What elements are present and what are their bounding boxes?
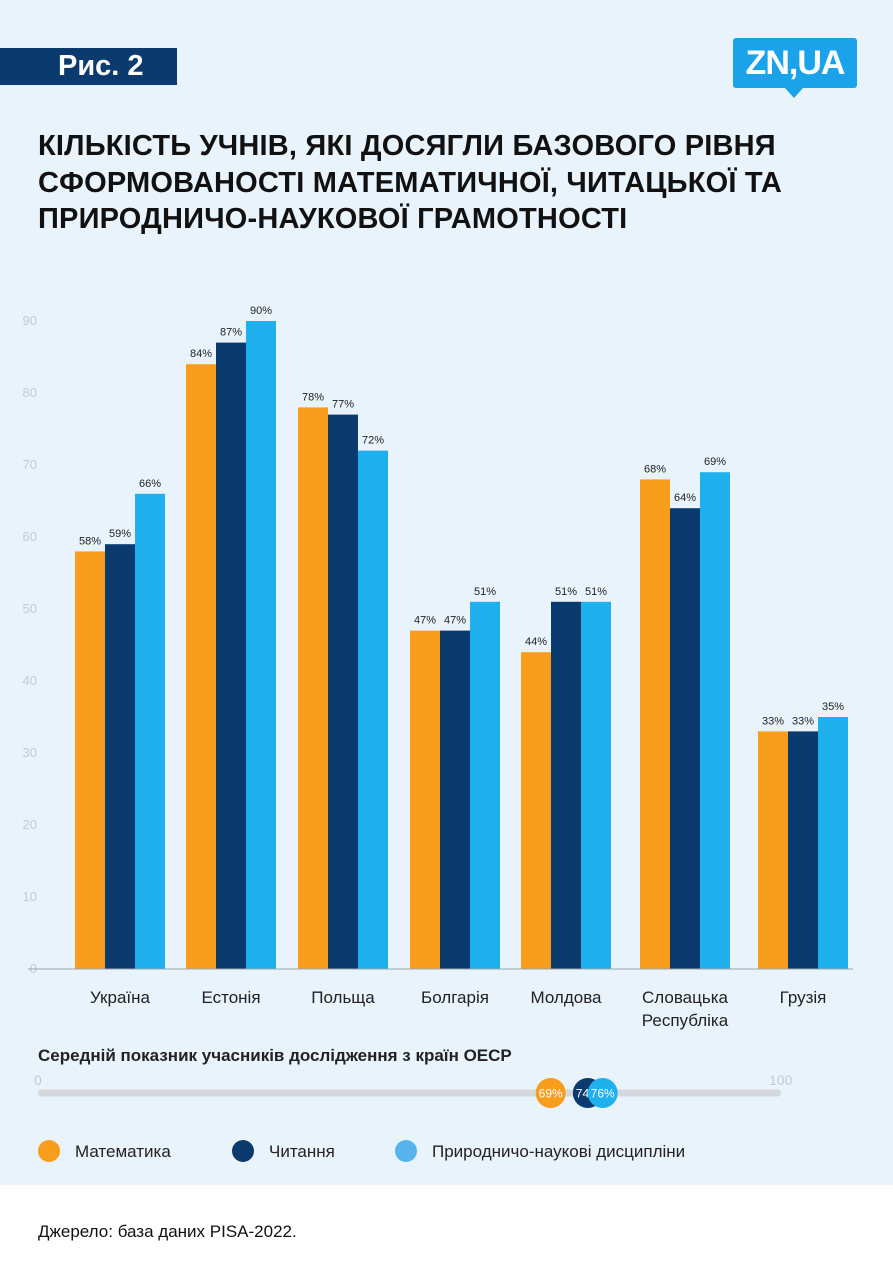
bar (581, 601, 611, 969)
bar-value-label: 66% (139, 478, 161, 490)
bar (670, 508, 700, 969)
bar (186, 364, 216, 969)
figure-badge (0, 48, 177, 85)
bar (818, 717, 848, 969)
scale-min-label: 0 (34, 1072, 42, 1088)
bar (298, 407, 328, 969)
bar-value-label: 47% (444, 615, 466, 627)
bar-chart: 010203040506070809058%84%78%47%44%68%33%… (23, 305, 853, 1030)
bar-value-label: 77% (332, 399, 354, 411)
bar (328, 414, 358, 970)
bar-value-label: 72% (362, 435, 384, 447)
x-category-label: Республіка (642, 1011, 729, 1030)
legend-swatch-reading (232, 1140, 254, 1162)
bar-value-label: 35% (822, 701, 844, 713)
legend-label-science: Природничо-наукові дисципліни (432, 1142, 686, 1161)
y-tick-label: 80 (23, 385, 37, 400)
bar (758, 731, 788, 969)
bar-value-label: 44% (525, 636, 547, 648)
y-tick-label: 10 (23, 889, 37, 904)
bar-value-label: 33% (762, 715, 784, 727)
oecd-marker-label: 69% (539, 1087, 563, 1101)
y-tick-label: 90 (23, 313, 37, 328)
bar-value-label: 78% (302, 391, 324, 403)
y-tick-label: 40 (23, 673, 37, 688)
legend-label-reading: Читання (269, 1142, 335, 1161)
bar (410, 630, 440, 969)
x-category-label: Болгарія (421, 988, 489, 1007)
bar (470, 601, 500, 969)
y-tick-label: 70 (23, 457, 37, 472)
y-tick-label: 50 (23, 601, 37, 616)
x-category-label: Естонія (201, 988, 260, 1007)
bar (358, 450, 388, 970)
y-tick-label: 60 (23, 529, 37, 544)
bar-value-label: 51% (555, 586, 577, 598)
bar-value-label: 64% (674, 492, 696, 504)
figure-label: Рис. 2 (58, 50, 144, 82)
bar-value-label: 84% (190, 348, 212, 360)
x-category-label: Україна (90, 988, 150, 1007)
x-category-label: Молдова (530, 988, 602, 1007)
bar-value-label: 47% (414, 615, 436, 627)
chart-title: КІЛЬКІСТЬ УЧНІВ, ЯКІ ДОСЯГЛИ БАЗОВОГО РІ… (38, 130, 783, 235)
x-category-label: Словацька (642, 988, 729, 1007)
bar-value-label: 58% (79, 535, 101, 547)
bar-value-label: 51% (474, 586, 496, 598)
bar-value-label: 69% (704, 456, 726, 468)
bar-value-label: 59% (109, 528, 131, 540)
bar (246, 321, 276, 969)
scale-track (38, 1089, 781, 1097)
bar-value-label: 51% (585, 586, 607, 598)
source-note: Джерело: база даних PISA-2022. (38, 1222, 297, 1241)
bar (135, 493, 165, 969)
bar (551, 601, 581, 969)
logo-text: ZN,UA (745, 44, 846, 82)
y-tick-label: 20 (23, 817, 37, 832)
oecd-marker-math (535, 1078, 566, 1108)
bar-value-label: 33% (792, 715, 814, 727)
legend-swatch-math (38, 1140, 60, 1162)
bar-value-label: 87% (220, 327, 242, 339)
x-category-label: Польща (311, 988, 375, 1007)
legend-swatch-science (395, 1140, 417, 1162)
bar (216, 342, 246, 970)
bar (105, 544, 135, 969)
bar-value-label: 90% (250, 305, 272, 317)
zn-ua-logo: ZN,UA (733, 38, 857, 98)
oecd-marker-science (587, 1078, 618, 1108)
oecd-marker-label: 76% (591, 1087, 615, 1101)
y-tick-label: 30 (23, 745, 37, 760)
x-category-label: Грузія (780, 988, 827, 1007)
bar (75, 551, 105, 969)
bar (521, 652, 551, 969)
oecd-average-caption: Середній показник учасників дослідження … (38, 1046, 512, 1065)
bar (640, 479, 670, 969)
bar (700, 472, 730, 969)
bar (788, 731, 818, 969)
legend-label-math: Математика (75, 1142, 171, 1161)
bar-value-label: 68% (644, 463, 666, 475)
bar (440, 630, 470, 969)
scale-max-label: 100 (769, 1072, 793, 1088)
